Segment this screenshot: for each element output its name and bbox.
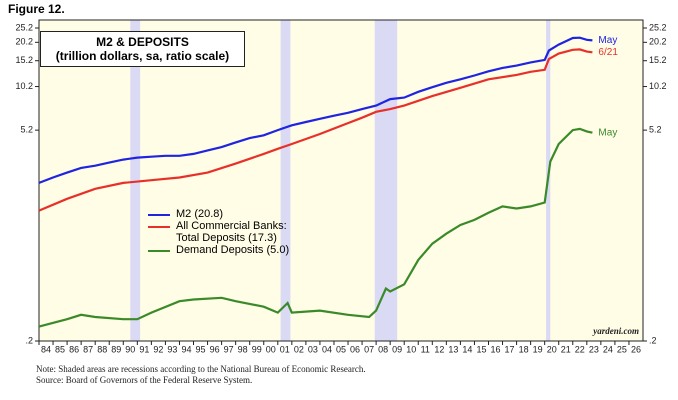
x-tick-label: 97 (224, 344, 234, 354)
note: Note: Shaded areas are recessions accord… (36, 364, 366, 374)
x-tick-label: 01 (280, 344, 290, 354)
x-tick-label: 25 (617, 344, 627, 354)
x-tick-label: 03 (308, 344, 318, 354)
x-tick-label: 93 (167, 344, 177, 354)
x-tick-label: 94 (181, 344, 191, 354)
y2-tick-label: 25.2 (649, 22, 667, 32)
x-tick-label: 11 (421, 344, 430, 354)
source-mark: yardeni.com (592, 326, 639, 336)
x-tick-label: 23 (589, 344, 599, 354)
x-tick-label: 20 (547, 344, 557, 354)
x-tick-label: 10 (406, 344, 416, 354)
x-tick-label: 16 (491, 344, 501, 354)
y2-tick-label: .2 (649, 335, 657, 345)
y-tick-label: 15.2 (15, 55, 33, 65)
y-tick-label: .2 (25, 335, 33, 345)
x-tick-label: 95 (196, 344, 206, 354)
recession-band (130, 20, 141, 341)
x-tick-label: 09 (392, 344, 402, 354)
legend-label: All Commercial Banks: Total Deposits (17… (176, 220, 287, 244)
y2-tick-label: 15.2 (649, 55, 667, 65)
notes: Note: Shaded areas are recessions accord… (36, 364, 366, 386)
x-tick-label: 87 (83, 344, 93, 354)
recession-band (374, 20, 398, 341)
chart-title: M2 & DEPOSITS (96, 35, 189, 49)
series-line (38, 36, 593, 184)
y-tick-label: 25.2 (15, 22, 33, 32)
legend-swatch (148, 214, 170, 216)
y2-tick-label: 5.2 (649, 125, 662, 135)
series-line (38, 127, 593, 328)
end-label: May (598, 35, 617, 46)
y-tick-label: 10.2 (15, 81, 33, 91)
x-tick-label: 24 (603, 344, 613, 354)
plot-area (39, 20, 643, 341)
series-line (38, 48, 593, 212)
x-tick-label: 08 (378, 344, 388, 354)
x-tick-label: 92 (153, 344, 163, 354)
x-tick-label: 07 (364, 344, 374, 354)
legend-entry: Demand Deposits (5.0) (148, 244, 308, 256)
legend: M2 (20.8) All Commercial Banks: Total Dep… (148, 208, 308, 256)
x-tick-label: 12 (434, 344, 444, 354)
x-tick-label: 04 (322, 344, 332, 354)
x-tick-label: 06 (350, 344, 360, 354)
chart-subtitle: (trillion dollars, sa, ratio scale) (55, 49, 230, 63)
x-tick-label: 89 (111, 344, 121, 354)
x-tick-label: 00 (266, 344, 276, 354)
x-tick-label: 22 (575, 344, 585, 354)
x-tick-label: 98 (238, 344, 248, 354)
plot-border (38, 19, 644, 342)
legend-label: Demand Deposits (5.0) (176, 244, 290, 256)
legend-swatch (148, 250, 170, 252)
x-tick-label: 88 (97, 344, 107, 354)
x-tick-label: 96 (210, 344, 220, 354)
x-tick-label: 19 (533, 344, 543, 354)
x-tick-label: 05 (336, 344, 346, 354)
x-tick-label: 90 (125, 344, 135, 354)
end-label: May (598, 127, 617, 138)
x-tick-label: 99 (252, 344, 262, 354)
x-tick-label: 84 (41, 344, 51, 354)
legend-label: M2 (20.8) (176, 208, 224, 220)
title-box: M2 & DEPOSITS (trillion dollars, sa, rat… (40, 31, 245, 67)
x-tick-label: 17 (505, 344, 515, 354)
y-tick-label: 5.2 (20, 125, 33, 135)
chart: .2 .2 5.2 5.2 10.2 10.2 15.2 15.2 20.2 20.2 25.2 25… (15, 19, 667, 354)
x-tick-label: 02 (294, 344, 304, 354)
y2-tick-label: 10.2 (649, 81, 667, 91)
x-tick-label: 18 (519, 344, 529, 354)
figure-label: Figure 12. (8, 2, 65, 16)
legend-entry: All Commercial Banks: Total Deposits (17… (148, 220, 308, 244)
x-tick-label: 26 (631, 344, 641, 354)
x-tick-label: 86 (69, 344, 79, 354)
x-tick-label: 85 (55, 344, 65, 354)
legend-swatch (148, 226, 170, 228)
y2-tick-label: 20.2 (649, 37, 667, 47)
x-tick-label: 15 (476, 344, 486, 354)
x-tick-label: 21 (561, 344, 571, 354)
end-label: 6/21 (598, 47, 618, 58)
y-tick-label: 20.2 (15, 37, 33, 47)
recession-band (280, 20, 291, 341)
legend-entry: M2 (20.8) (148, 208, 308, 220)
source: Source: Board of Governors of the Federa… (36, 375, 253, 385)
x-tick-label: 14 (462, 344, 472, 354)
x-tick-label: 91 (139, 344, 149, 354)
x-tick-label: 13 (448, 344, 458, 354)
